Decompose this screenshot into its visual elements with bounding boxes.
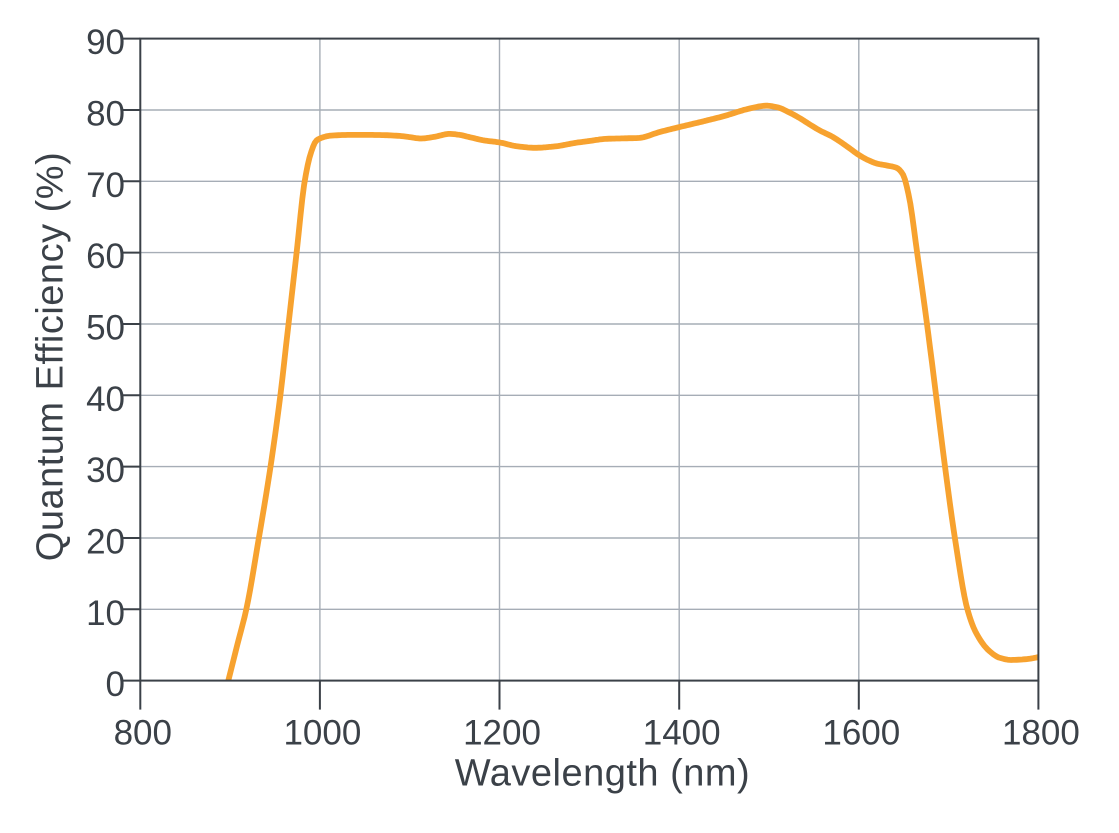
svg-text:90: 90 [86,23,125,62]
svg-text:80: 80 [86,95,125,134]
svg-text:1800: 1800 [1002,714,1080,753]
svg-text:1200: 1200 [463,714,541,753]
svg-text:1400: 1400 [643,714,721,753]
svg-text:0: 0 [106,665,125,704]
svg-text:Quantum Efficiency (%): Quantum Efficiency (%) [30,152,72,561]
svg-text:10: 10 [86,594,125,633]
svg-text:20: 20 [86,523,125,562]
svg-text:800: 800 [114,714,172,753]
svg-text:1000: 1000 [283,714,361,753]
svg-text:70: 70 [86,166,125,205]
svg-text:1600: 1600 [822,714,900,753]
svg-text:60: 60 [86,237,125,276]
svg-text:40: 40 [86,380,125,419]
svg-text:Wavelength (nm): Wavelength (nm) [455,753,750,795]
svg-text:50: 50 [86,309,125,348]
svg-text:30: 30 [86,451,125,490]
